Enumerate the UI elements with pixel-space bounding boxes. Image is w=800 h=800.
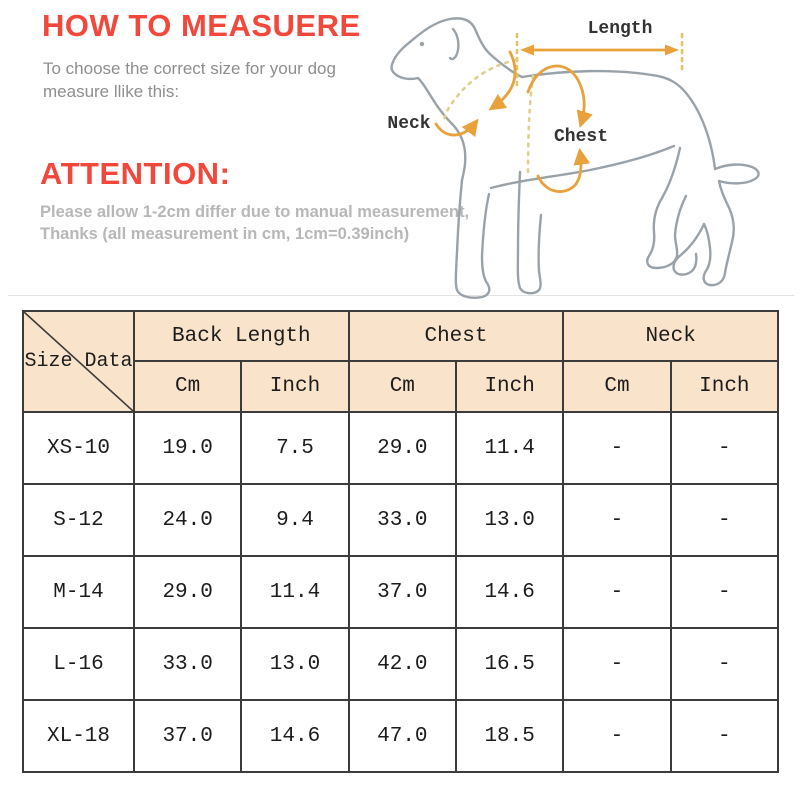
dog-measurement-diagram: Length Neck Chest [387, 17, 760, 299]
cell: 47.0 [347, 699, 457, 773]
unit-header: Inch [454, 360, 565, 413]
cell: 9.4 [240, 483, 350, 557]
cell: 24.0 [132, 483, 243, 557]
cell: - [562, 699, 672, 773]
cell: 18.5 [454, 699, 565, 773]
chest-measure: Chest [526, 64, 608, 193]
col-group-chest: Chest [347, 310, 565, 362]
size-label: XS-10 [22, 411, 135, 485]
chest-label: Chest [554, 127, 608, 147]
cell: 29.0 [132, 555, 243, 629]
cell: 7.5 [240, 411, 350, 485]
table-unit-header-row: Cm Inch Cm Inch Cm Inch [23, 360, 780, 413]
attention-text: Please allow 1-2cm differ due to manual … [40, 201, 469, 246]
cell: 14.6 [240, 699, 350, 773]
table-group-header-row: Size Data Back Length Chest Neck [22, 310, 779, 413]
cell: 13.0 [240, 627, 350, 701]
cell: 11.4 [240, 555, 350, 629]
cell: 13.0 [454, 483, 565, 557]
cell: 42.0 [347, 627, 457, 701]
size-label: M-14 [22, 555, 135, 629]
diagonal-line [24, 312, 133, 411]
col-group-back-length: Back Length [133, 310, 350, 362]
cell: 16.5 [454, 627, 565, 701]
dog-eye-icon [419, 41, 425, 47]
length-measure: Length [515, 19, 684, 88]
neck-label: Neck [387, 114, 430, 134]
cell: 37.0 [347, 555, 457, 629]
cell: - [669, 411, 780, 485]
col-group-neck: Neck [562, 310, 779, 362]
size-label: XL-18 [22, 699, 135, 773]
cell: 33.0 [132, 627, 243, 701]
subtitle: To choose the correct size for your dog … [43, 57, 336, 104]
size-row-xl-18: XL-18 37.0 14.6 47.0 18.5 - - [22, 699, 780, 773]
cell: - [562, 483, 672, 557]
attention-line-2: Thanks (all measurement in cm, 1cm=0.39i… [40, 225, 410, 244]
length-label: Length [588, 19, 653, 39]
unit-header: Cm [347, 360, 457, 413]
separator-line [8, 295, 794, 296]
attention-title: ATTENTION: [40, 156, 231, 191]
unit-header: Inch [240, 360, 350, 413]
cell: 33.0 [347, 483, 457, 557]
unit-header: Cm [132, 360, 243, 413]
neck-measure: Neck [387, 50, 518, 138]
size-label: S-12 [22, 483, 135, 557]
subtitle-line-2: measure llike this: [43, 82, 180, 102]
cell: - [669, 555, 780, 629]
size-row-s-12: S-12 24.0 9.4 33.0 13.0 - - [22, 483, 780, 557]
size-row-l-16: L-16 33.0 13.0 42.0 16.5 - - [22, 627, 780, 701]
cell: 11.4 [454, 411, 565, 485]
dog-outline-icon [390, 17, 760, 299]
page-title: HOW TO MEASUERE [42, 8, 361, 43]
size-row-m-14: M-14 29.0 11.4 37.0 14.6 - - [22, 555, 780, 629]
cell: - [562, 411, 672, 485]
attention-line-1: Please allow 1-2cm differ due to manual … [40, 203, 470, 221]
unit-header: Inch [669, 360, 780, 413]
cell: 29.0 [347, 411, 457, 485]
unit-header: Cm [562, 360, 672, 413]
size-row-xs-10: XS-10 19.0 7.5 29.0 11.4 - - [22, 411, 780, 485]
size-label: L-16 [22, 627, 135, 701]
cell: - [669, 627, 780, 701]
cell: 37.0 [132, 699, 243, 773]
subtitle-line-1: To choose the correct size for your dog [43, 59, 336, 78]
dog-ear-icon [448, 27, 460, 61]
corner-cell-size-data: Size Data [22, 310, 135, 413]
cell: - [562, 555, 672, 629]
cell: - [562, 627, 672, 701]
cell: 14.6 [454, 555, 565, 629]
cell: 19.0 [132, 411, 243, 485]
cell: - [669, 699, 780, 773]
corner-label: Size Data [24, 350, 133, 373]
cell: - [669, 483, 780, 557]
size-table: Size Data Back Length Chest Neck Cm Inch… [22, 310, 780, 773]
